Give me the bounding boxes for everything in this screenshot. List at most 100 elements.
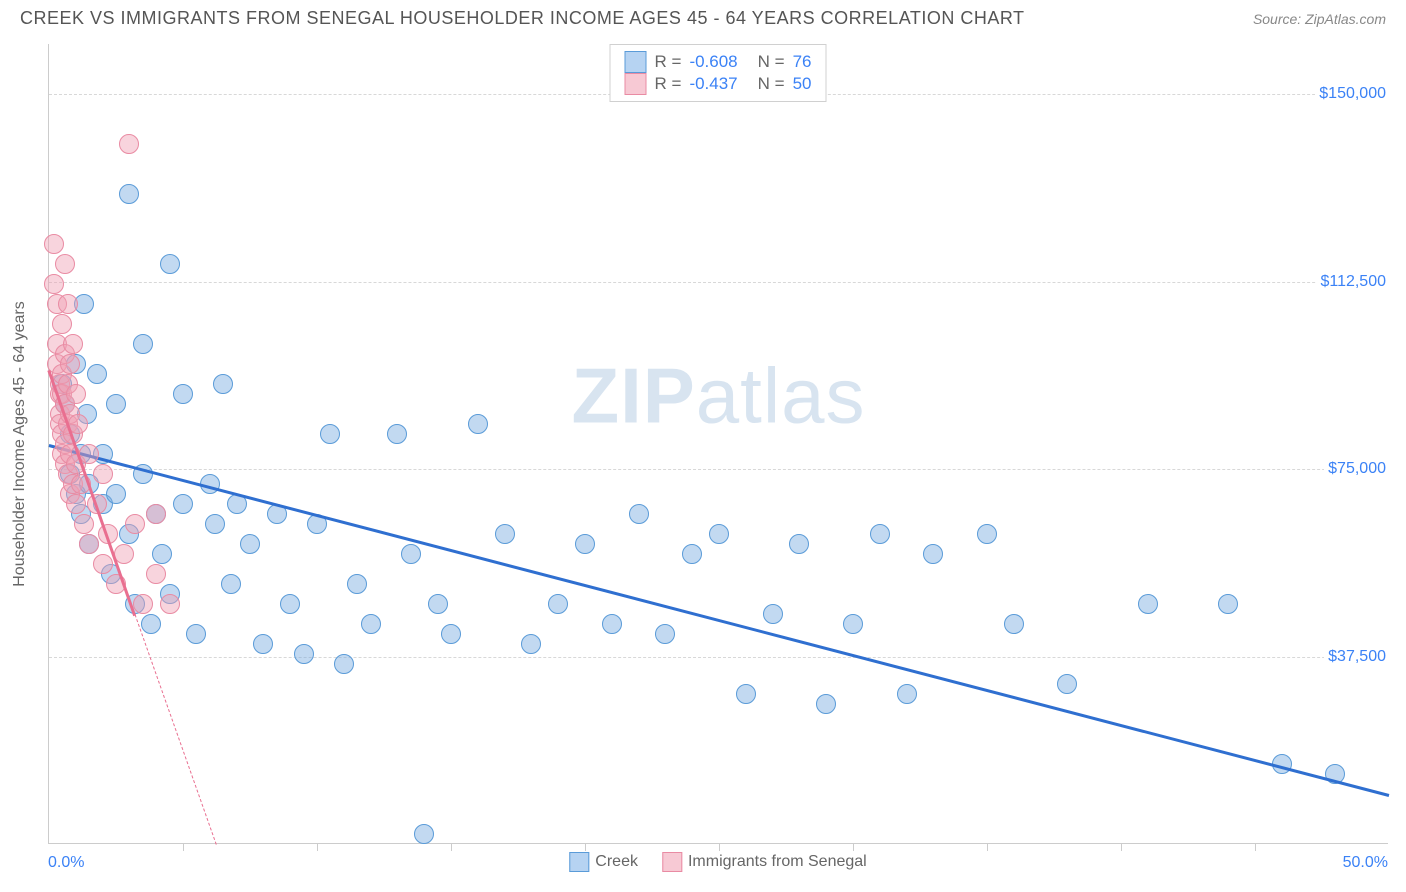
data-point [548, 594, 568, 614]
data-point [66, 384, 86, 404]
source-attribution: Source: ZipAtlas.com [1253, 11, 1386, 27]
data-point [977, 524, 997, 544]
data-point [173, 384, 193, 404]
r-value: -0.608 [689, 52, 737, 72]
x-tick [317, 843, 318, 851]
data-point [468, 414, 488, 434]
data-point [521, 634, 541, 654]
data-point [789, 534, 809, 554]
plot-area: ZIPatlas $37,500$75,000$112,500$150,000 [48, 44, 1388, 844]
legend-item: Creek [569, 852, 638, 872]
data-point [602, 614, 622, 634]
data-point [106, 394, 126, 414]
y-tick-label: $150,000 [1315, 83, 1390, 105]
data-point [1138, 594, 1158, 614]
y-axis-label: Householder Income Ages 45 - 64 years [11, 301, 29, 587]
data-point [186, 624, 206, 644]
data-point [44, 274, 64, 294]
data-point [221, 574, 241, 594]
data-point [709, 524, 729, 544]
data-point [133, 334, 153, 354]
data-point [347, 574, 367, 594]
y-tick-label: $37,500 [1324, 646, 1390, 668]
trend-line [49, 444, 1390, 796]
watermark-prefix: ZIP [571, 351, 695, 439]
data-point [1057, 674, 1077, 694]
correlation-row: R =-0.608N =76 [625, 51, 812, 73]
data-point [682, 544, 702, 564]
y-tick-label: $112,500 [1316, 271, 1390, 293]
x-axis-min-label: 0.0% [48, 854, 84, 872]
stat-label: R = [655, 74, 682, 94]
x-tick [1121, 843, 1122, 851]
gridline [49, 282, 1390, 283]
data-point [79, 534, 99, 554]
x-tick [719, 843, 720, 851]
chart-title: CREEK VS IMMIGRANTS FROM SENEGAL HOUSEHO… [20, 8, 1025, 29]
data-point [66, 494, 86, 514]
data-point [74, 514, 94, 534]
n-value: 50 [793, 74, 812, 94]
data-point [160, 594, 180, 614]
x-tick [1255, 843, 1256, 851]
data-point [63, 334, 83, 354]
data-point [205, 514, 225, 534]
data-point [870, 524, 890, 544]
data-point [629, 504, 649, 524]
data-point [60, 354, 80, 374]
data-point [240, 534, 260, 554]
data-point [152, 544, 172, 564]
gridline [49, 469, 1390, 470]
data-point [146, 564, 166, 584]
data-point [428, 594, 448, 614]
data-point [923, 544, 943, 564]
data-point [213, 374, 233, 394]
data-point [173, 494, 193, 514]
data-point [133, 594, 153, 614]
data-point [44, 234, 64, 254]
correlation-row: R = -0.437 N = 50 [625, 73, 812, 95]
data-point [55, 254, 75, 274]
data-point [119, 184, 139, 204]
stat-label: R = [655, 52, 682, 72]
data-point [253, 634, 273, 654]
chart-container: ZIPatlas $37,500$75,000$112,500$150,000 … [48, 44, 1388, 844]
data-point [897, 684, 917, 704]
legend-bottom: CreekImmigrants from Senegal [569, 852, 866, 872]
legend-swatch [625, 73, 647, 95]
trend-line [134, 614, 216, 844]
data-point [575, 534, 595, 554]
stat-label: N = [758, 74, 785, 94]
data-point [146, 504, 166, 524]
gridline [49, 657, 1390, 658]
legend-swatch [569, 852, 589, 872]
x-tick [183, 843, 184, 851]
legend-swatch [662, 852, 682, 872]
data-point [736, 684, 756, 704]
data-point [294, 644, 314, 664]
data-point [160, 254, 180, 274]
data-point [1218, 594, 1238, 614]
data-point [93, 554, 113, 574]
watermark: ZIPatlas [571, 350, 865, 441]
data-point [816, 694, 836, 714]
x-tick [585, 843, 586, 851]
data-point [320, 424, 340, 444]
legend-swatch [625, 51, 647, 73]
data-point [401, 544, 421, 564]
watermark-suffix: atlas [696, 351, 866, 439]
data-point [1004, 614, 1024, 634]
data-point [141, 614, 161, 634]
legend-label: Creek [595, 853, 638, 870]
data-point [106, 484, 126, 504]
data-point [119, 134, 139, 154]
stat-label: N = [758, 52, 785, 72]
data-point [58, 294, 78, 314]
data-point [414, 824, 434, 844]
r-value: -0.437 [689, 74, 737, 94]
data-point [280, 594, 300, 614]
data-point [361, 614, 381, 634]
data-point [763, 604, 783, 624]
data-point [87, 364, 107, 384]
x-axis-max-label: 50.0% [1343, 854, 1388, 872]
